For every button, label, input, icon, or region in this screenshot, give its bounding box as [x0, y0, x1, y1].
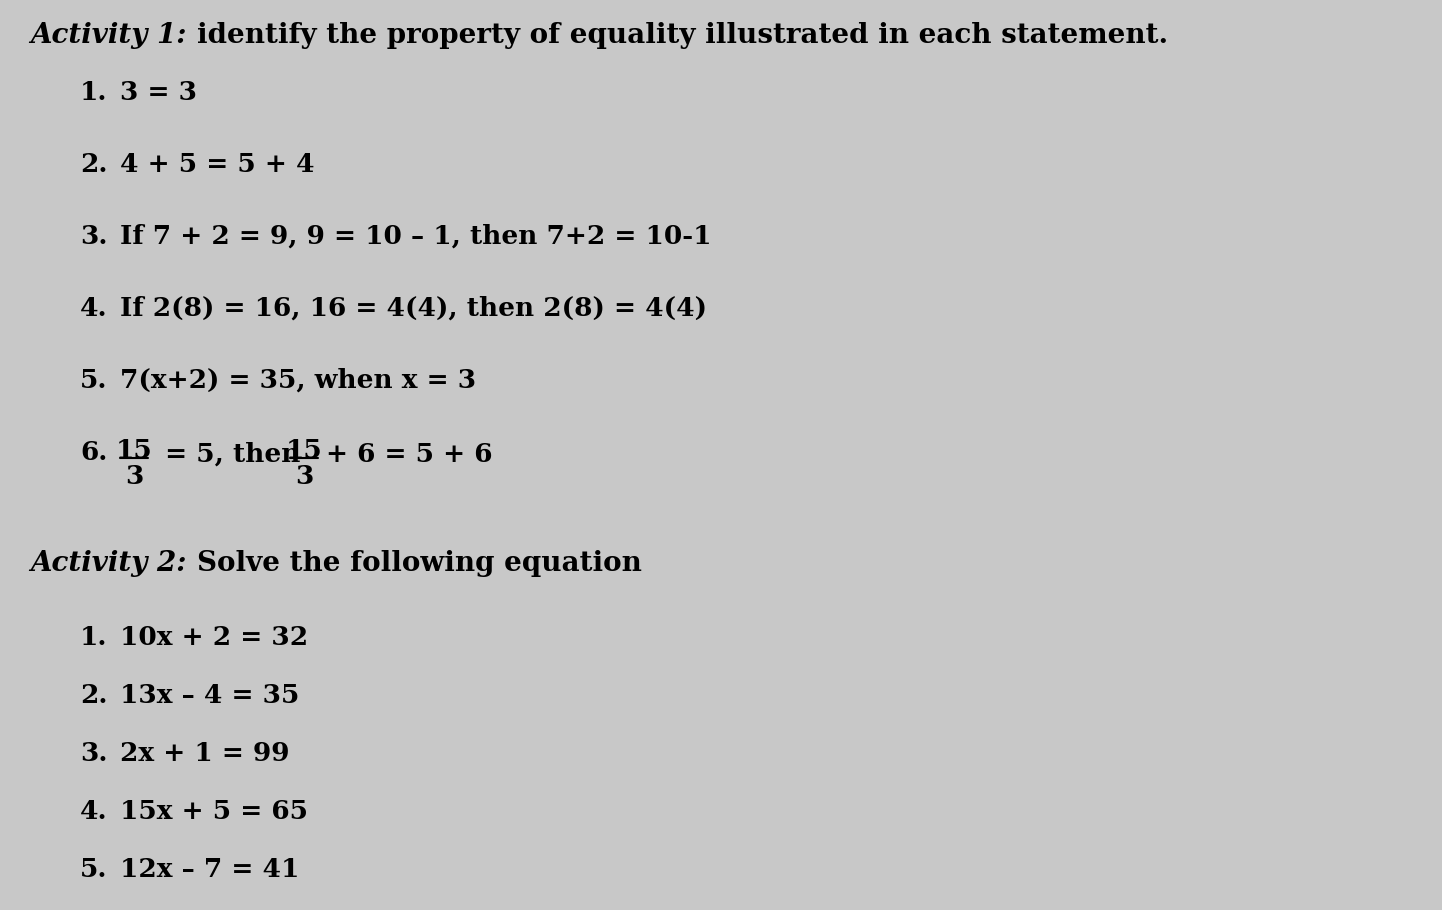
- Text: If 7 + 2 = 9, 9 = 10 – 1, then 7+2 = 10-1: If 7 + 2 = 9, 9 = 10 – 1, then 7+2 = 10-…: [120, 224, 711, 249]
- Text: 15x + 5 = 65: 15x + 5 = 65: [120, 799, 309, 824]
- Text: Solve the following equation: Solve the following equation: [198, 550, 642, 577]
- Text: 12x – 7 = 41: 12x – 7 = 41: [120, 857, 300, 882]
- Text: 15: 15: [115, 438, 153, 463]
- Text: 10x + 2 = 32: 10x + 2 = 32: [120, 625, 309, 650]
- Text: 4.: 4.: [79, 799, 108, 824]
- Text: 2x + 1 = 99: 2x + 1 = 99: [120, 741, 290, 766]
- Text: 4.: 4.: [79, 296, 108, 321]
- Text: 13x – 4 = 35: 13x – 4 = 35: [120, 683, 300, 708]
- Text: 15: 15: [286, 438, 323, 463]
- Text: 3 = 3: 3 = 3: [120, 80, 198, 105]
- Text: identify the property of equality illustrated in each statement.: identify the property of equality illust…: [198, 22, 1168, 49]
- Text: Activity 2:: Activity 2:: [30, 550, 186, 577]
- Text: 2.: 2.: [79, 683, 108, 708]
- Text: 3: 3: [294, 464, 313, 489]
- Text: 3.: 3.: [79, 224, 108, 249]
- Text: 4 + 5 = 5 + 4: 4 + 5 = 5 + 4: [120, 152, 314, 177]
- Text: 3.: 3.: [79, 741, 108, 766]
- Text: 5.: 5.: [79, 368, 108, 393]
- Text: Activity 1:: Activity 1:: [30, 22, 186, 49]
- Text: + 6 = 5 + 6: + 6 = 5 + 6: [326, 441, 493, 467]
- Text: 3: 3: [125, 464, 143, 489]
- Text: 5.: 5.: [79, 857, 108, 882]
- Text: 6.: 6.: [79, 440, 107, 465]
- Text: If 2(8) = 16, 16 = 4(4), then 2(8) = 4(4): If 2(8) = 16, 16 = 4(4), then 2(8) = 4(4…: [120, 296, 707, 321]
- Text: = 5, then: = 5, then: [156, 441, 310, 467]
- Text: 1.: 1.: [79, 80, 108, 105]
- Text: 1.: 1.: [79, 625, 108, 650]
- Text: 2.: 2.: [79, 152, 108, 177]
- Text: 7(x+2) = 35, when x = 3: 7(x+2) = 35, when x = 3: [120, 368, 476, 393]
